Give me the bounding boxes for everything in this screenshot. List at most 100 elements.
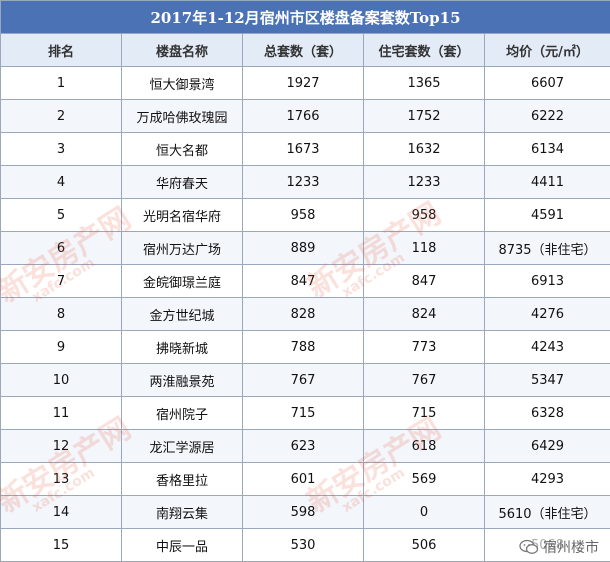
cell-rank: 4: [0, 165, 122, 199]
cell-name: 拂晓新城: [121, 330, 243, 364]
cell-name: 宿州院子: [121, 396, 243, 430]
cell-residential: 1752: [363, 99, 485, 133]
cell-residential: 618: [363, 429, 485, 463]
cell-name: 香格里拉: [121, 462, 243, 496]
cell-price: 4293: [483, 462, 610, 496]
cell-rank: 3: [0, 132, 122, 166]
cell-price: 5610（非住宅）: [483, 495, 610, 529]
table-row: 7 金皖御璟兰庭 847 847 6913: [0, 264, 610, 298]
cell-rank: 8: [0, 297, 122, 331]
cell-name: 华府春天: [121, 165, 243, 199]
cell-residential: 1632: [363, 132, 485, 166]
cell-total: 1233: [242, 165, 364, 199]
cell-residential: 767: [363, 363, 485, 397]
column-header-price: 均价（元/㎡）: [483, 33, 610, 67]
table-row: 2 万成哈佛玫瑰园 1766 1752 6222: [0, 99, 610, 133]
table-row: 8 金方世纪城 828 824 4276: [0, 297, 610, 331]
table-title: 2017年1-12月宿州市区楼盘备案套数Top15: [0, 0, 610, 34]
cell-total: 767: [242, 363, 364, 397]
cell-residential: 773: [363, 330, 485, 364]
cell-price: 6913: [483, 264, 610, 298]
cell-name: 南翔云集: [121, 495, 243, 529]
column-header-name: 楼盘名称: [121, 33, 243, 67]
table-row: 13 香格里拉 601 569 4293: [0, 462, 610, 496]
table-row: 14 南翔云集 598 0 5610（非住宅）: [0, 495, 610, 529]
table-row: 9 拂晓新城 788 773 4243: [0, 330, 610, 364]
cell-residential: 847: [363, 264, 485, 298]
table-row: 1 恒大御景湾 1927 1365 6607: [0, 66, 610, 100]
cell-price: 8735（非住宅）: [483, 231, 610, 265]
cell-name: 宿州万达广场: [121, 231, 243, 265]
cell-total: 1766: [242, 99, 364, 133]
cell-price: 4591: [483, 198, 610, 232]
wechat-icon: [519, 539, 539, 555]
cell-total: 530: [242, 528, 364, 562]
table-row: 3 恒大名都 1673 1632 6134: [0, 132, 610, 166]
wechat-account-badge: 宿州楼市: [516, 536, 602, 558]
cell-name: 光明名宿华府: [121, 198, 243, 232]
table-row: 10 两淮融景苑 767 767 5347: [0, 363, 610, 397]
cell-price: 4411: [483, 165, 610, 199]
cell-residential: 715: [363, 396, 485, 430]
cell-price: 6429: [483, 429, 610, 463]
cell-residential: 1233: [363, 165, 485, 199]
cell-rank: 11: [0, 396, 122, 430]
cell-price: 6328: [483, 396, 610, 430]
cell-rank: 1: [0, 66, 122, 100]
cell-price: 6134: [483, 132, 610, 166]
cell-residential: 0: [363, 495, 485, 529]
cell-total: 889: [242, 231, 364, 265]
cell-total: 715: [242, 396, 364, 430]
cell-name: 恒大御景湾: [121, 66, 243, 100]
cell-price: 4243: [483, 330, 610, 364]
cell-total: 828: [242, 297, 364, 331]
cell-rank: 2: [0, 99, 122, 133]
column-header-residential: 住宅套数（套）: [363, 33, 485, 67]
cell-price: 6222: [483, 99, 610, 133]
table-row: 12 龙汇学源居 623 618 6429: [0, 429, 610, 463]
cell-total: 623: [242, 429, 364, 463]
cell-name: 万成哈佛玫瑰园: [121, 99, 243, 133]
cell-name: 金皖御璟兰庭: [121, 264, 243, 298]
cell-name: 金方世纪城: [121, 297, 243, 331]
cell-rank: 14: [0, 495, 122, 529]
cell-residential: 118: [363, 231, 485, 265]
table-row: 4 华府春天 1233 1233 4411: [0, 165, 610, 199]
cell-residential: 506: [363, 528, 485, 562]
cell-total: 958: [242, 198, 364, 232]
cell-residential: 958: [363, 198, 485, 232]
table-row: 6 宿州万达广场 889 118 8735（非住宅）: [0, 231, 610, 265]
cell-rank: 7: [0, 264, 122, 298]
table-row: 5 光明名宿华府 958 958 4591: [0, 198, 610, 232]
cell-total: 847: [242, 264, 364, 298]
cell-name: 龙汇学源居: [121, 429, 243, 463]
cell-rank: 5: [0, 198, 122, 232]
cell-rank: 13: [0, 462, 122, 496]
cell-name: 恒大名都: [121, 132, 243, 166]
cell-price: 6607: [483, 66, 610, 100]
cell-price: 4276: [483, 297, 610, 331]
table-title-row: 2017年1-12月宿州市区楼盘备案套数Top15: [0, 0, 610, 34]
cell-rank: 12: [0, 429, 122, 463]
cell-residential: 1365: [363, 66, 485, 100]
cell-rank: 6: [0, 231, 122, 265]
wechat-account-name: 宿州楼市: [543, 540, 599, 556]
cell-total: 788: [242, 330, 364, 364]
cell-residential: 569: [363, 462, 485, 496]
cell-rank: 10: [0, 363, 122, 397]
cell-name: 两淮融景苑: [121, 363, 243, 397]
cell-total: 1927: [242, 66, 364, 100]
table-header-row: 排名 楼盘名称 总套数（套） 住宅套数（套） 均价（元/㎡）: [0, 33, 610, 67]
column-header-total: 总套数（套）: [242, 33, 364, 67]
cell-price: 5347: [483, 363, 610, 397]
cell-residential: 824: [363, 297, 485, 331]
cell-total: 1673: [242, 132, 364, 166]
table-body: 1 恒大御景湾 1927 1365 6607 2 万成哈佛玫瑰园 1766 17…: [0, 66, 610, 562]
cell-total: 598: [242, 495, 364, 529]
column-header-rank: 排名: [0, 33, 122, 67]
cell-rank: 9: [0, 330, 122, 364]
table-row: 11 宿州院子 715 715 6328: [0, 396, 610, 430]
cell-rank: 15: [0, 528, 122, 562]
